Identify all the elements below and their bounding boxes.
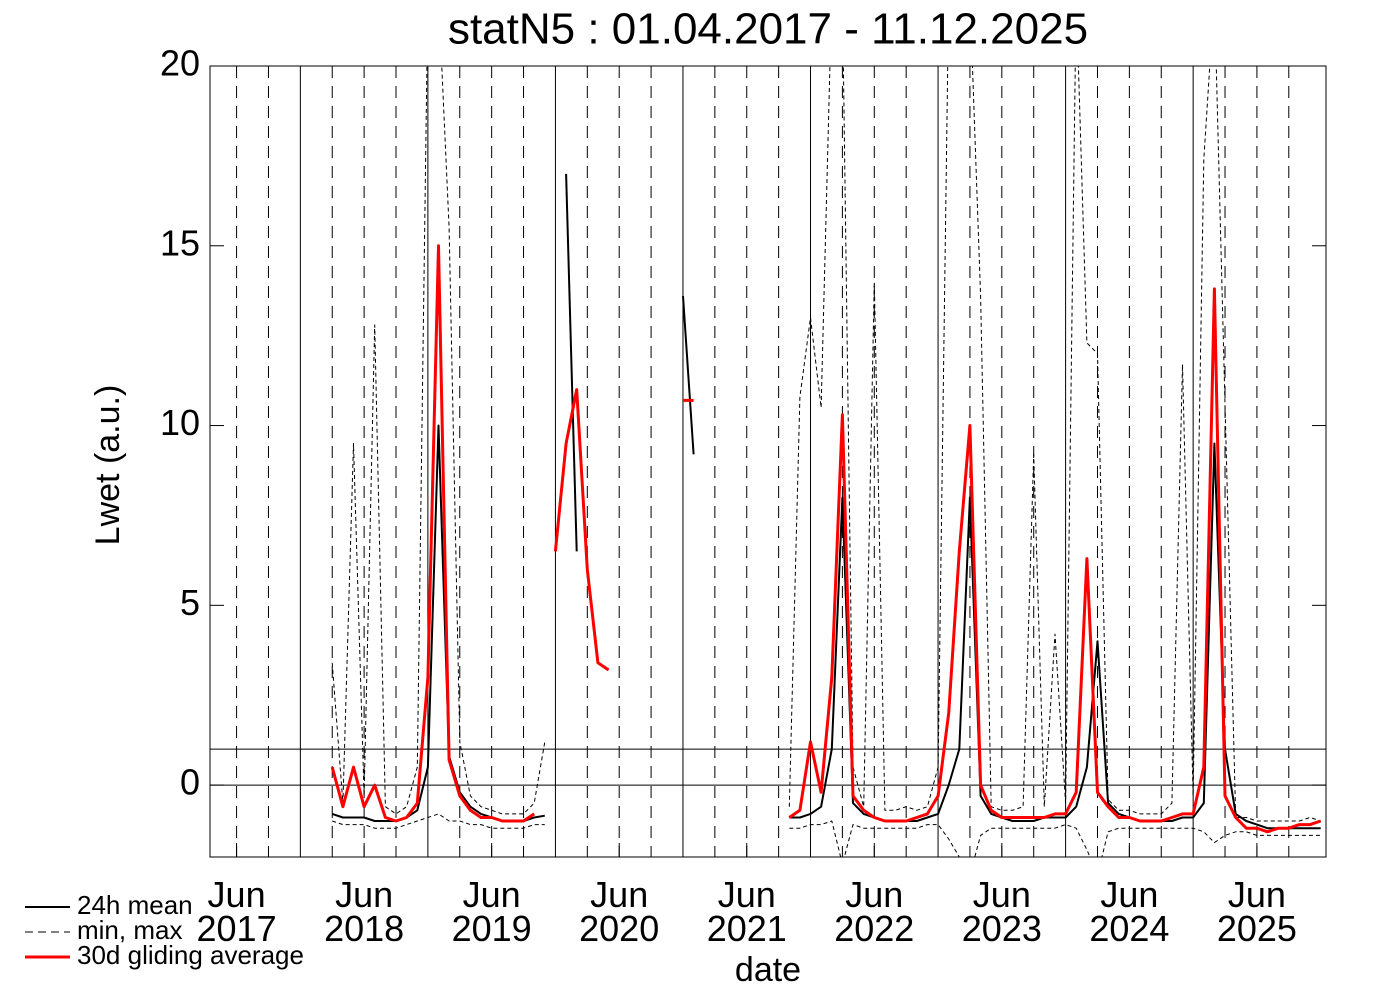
series-line (331, 173, 1321, 830)
series-line (332, 813, 1321, 857)
y-tick-label: 10 (160, 402, 200, 443)
x-tick-label: Jun 2023 (962, 874, 1042, 949)
grid (210, 66, 1326, 857)
y-tick-label: 15 (160, 222, 200, 263)
plot-frame (209, 65, 1327, 858)
legend-label: 30d gliding average (77, 940, 304, 970)
y-axis-label: Lwet (a.u.) (89, 385, 127, 546)
y-tick-label: 0 (180, 762, 200, 803)
chart-title: statN5 : 01.04.2017 - 11.12.2025 (448, 5, 1088, 54)
x-tick-label: Jun 2018 (324, 874, 404, 949)
series-line (331, 66, 1321, 822)
x-tick-label: Jun 2019 (452, 874, 532, 949)
y-tick-label: 5 (180, 582, 200, 623)
x-tick-label: Jun 2017 (197, 874, 277, 949)
axes: 0 5 10 15 20 Jun 2017 Jun 2018 Jun 2019 Jun 2020 Jun 2… (160, 43, 1326, 949)
series-line (330, 244, 1322, 834)
legend-label: min, max (77, 915, 182, 945)
x-tick-label: Jun 2022 (834, 874, 914, 949)
plot-area (330, 66, 1322, 857)
x-tick-label: Jun 2025 (1217, 874, 1297, 949)
x-axis-label: date (735, 951, 801, 989)
x-tick-label: Jun 2021 (707, 874, 787, 949)
x-tick-label: Jun 2020 (579, 874, 659, 949)
y-tick-label: 20 (160, 43, 200, 84)
legend-label: 24h mean (77, 890, 193, 920)
x-tick-label: Jun 2024 (1089, 874, 1169, 949)
